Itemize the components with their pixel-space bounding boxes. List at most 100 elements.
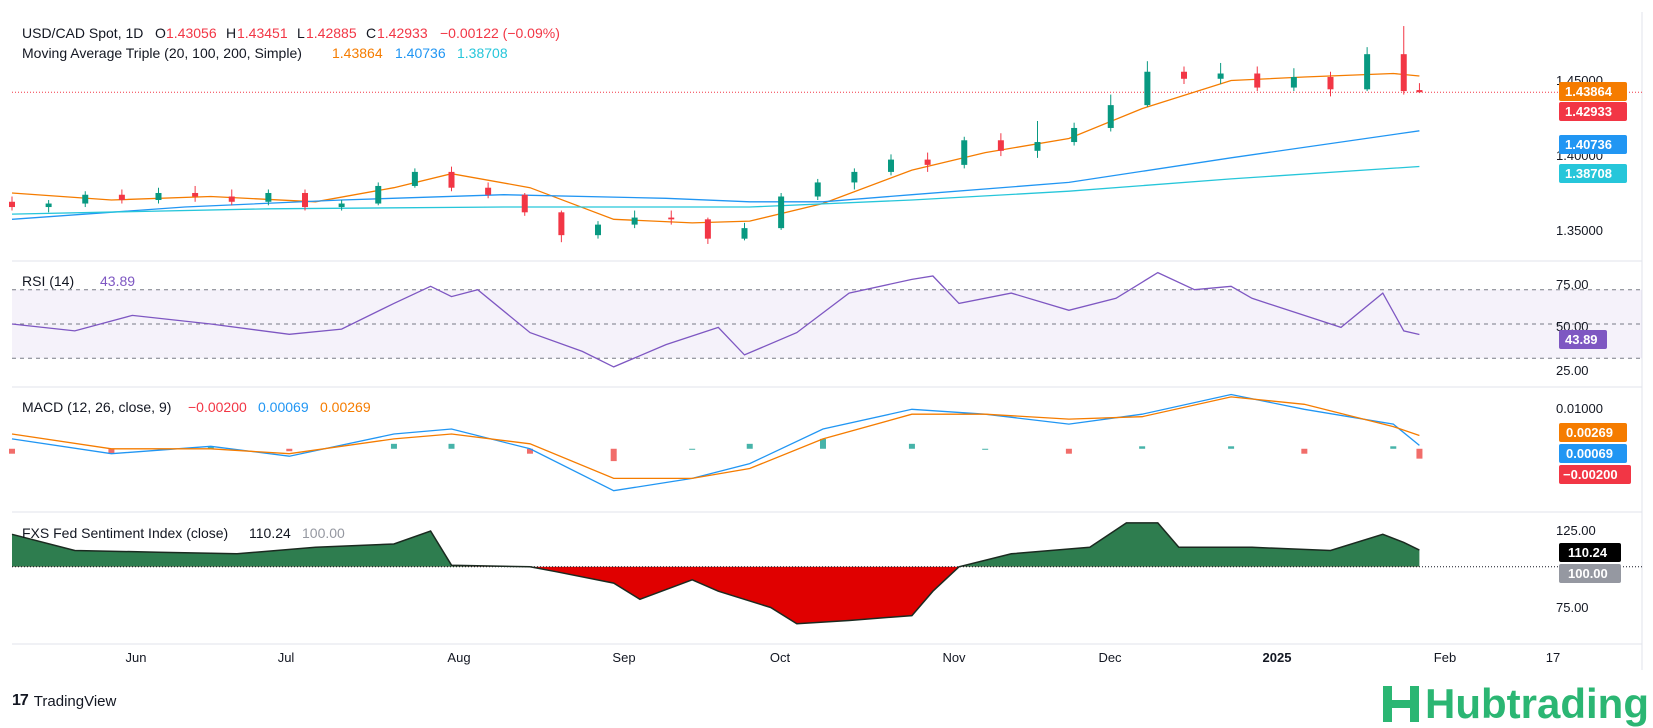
candle-body xyxy=(888,159,894,172)
badge-fed-value-label: 110.24 xyxy=(1568,545,1608,560)
macd-hist-value: −0.00200 xyxy=(188,399,247,415)
macd-tick: 0.01000 xyxy=(1556,401,1603,416)
fed-tick: 75.00 xyxy=(1556,600,1589,615)
macd-title[interactable]: MACD (12, 26, close, 9) xyxy=(22,399,171,415)
candle-body xyxy=(961,140,968,165)
candle-body xyxy=(741,228,748,239)
fed-line xyxy=(11,522,1420,625)
chart-svg: USD/CAD Spot, 1D O 1.43056 H 1.43451 L 1… xyxy=(9,12,1643,670)
macd-hist-bar xyxy=(9,448,15,454)
rsi-title[interactable]: RSI (14) xyxy=(22,273,74,289)
time-label-jun: Jun xyxy=(126,650,147,665)
hubtrading-logo[interactable]: Hubtrading xyxy=(1383,680,1649,728)
badge-rsi-label: 43.89 xyxy=(1565,332,1598,347)
macd-hist-bar xyxy=(908,443,915,449)
macd-hist-bar xyxy=(1065,448,1072,454)
fed-title[interactable]: FXS Fed Sentiment Index (close) xyxy=(22,525,228,541)
candle-body xyxy=(1217,73,1224,79)
candle-body xyxy=(1144,71,1151,106)
badge-ma100-bg xyxy=(1559,135,1627,154)
candle-body xyxy=(155,192,162,201)
candle-body xyxy=(704,219,711,239)
candle-body xyxy=(1364,54,1371,90)
candle-body xyxy=(265,192,272,202)
badge-macd-signal: 0.00269 xyxy=(1559,423,1627,442)
ohlc-high-value: 1.43451 xyxy=(237,25,288,41)
rsi-band xyxy=(12,289,1642,359)
ohlc-high-key: H xyxy=(226,25,236,41)
candle-body xyxy=(1071,127,1078,143)
time-label-aug: Aug xyxy=(447,650,470,665)
time-label-dec: Dec xyxy=(1098,650,1122,665)
tradingview-logo[interactable]: 17 TradingView xyxy=(12,692,116,710)
macd-hist-bar xyxy=(286,448,293,452)
candle-body xyxy=(1290,77,1297,88)
ohlc-change: −0.00122 (−0.09%) xyxy=(440,25,560,41)
rsi-tick: 25.00 xyxy=(1556,363,1589,378)
badge-macd-hist: −0.00200 xyxy=(1559,465,1631,484)
rsi-tick: 75.00 xyxy=(1556,277,1589,292)
fed-area-positive xyxy=(12,522,1420,567)
badge-macd-signal-label: 0.00269 xyxy=(1566,425,1613,440)
candle-body xyxy=(1416,90,1423,93)
candle-body xyxy=(82,194,89,204)
fed-pane[interactable] xyxy=(11,522,1642,625)
hubtrading-logo-icon xyxy=(1383,686,1420,722)
time-label-oct: Oct xyxy=(770,650,791,665)
badge-macd-hist-bg xyxy=(1559,465,1631,484)
candle-body xyxy=(814,182,821,197)
macd-hist-bar xyxy=(746,443,753,449)
badge-fed-value: 110.24 xyxy=(1559,543,1621,562)
ma100-value: 1.40736 xyxy=(395,45,446,61)
candle-body xyxy=(411,171,418,186)
badge-close: 1.42933 xyxy=(1559,102,1627,121)
badge-macd-signal-bg xyxy=(1559,423,1627,442)
candle-body xyxy=(192,192,199,197)
macd-hist-bar xyxy=(390,443,397,449)
time-label-17: 17 xyxy=(1546,650,1560,665)
rsi-pane[interactable] xyxy=(11,271,1642,368)
macd-hist-bar xyxy=(1228,446,1235,449)
candle-body xyxy=(338,203,345,208)
badge-fed-base: 100.00 xyxy=(1559,564,1621,583)
macd-hist-bar xyxy=(1416,448,1423,459)
candle-body xyxy=(1254,73,1261,88)
macd-hist-bar xyxy=(526,448,533,454)
macd-hist-bar xyxy=(689,448,696,450)
badge-macd-line: 0.00069 xyxy=(1559,444,1627,463)
candle-body xyxy=(595,224,601,236)
candle-body xyxy=(1400,54,1407,92)
badge-ma100-label: 1.40736 xyxy=(1565,137,1612,152)
price-tick: 1.35000 xyxy=(1556,223,1603,238)
badge-close-label: 1.42933 xyxy=(1565,104,1612,119)
badge-ma20-bg xyxy=(1559,82,1627,101)
hubtrading-wordmark: Hubtrading xyxy=(1425,680,1649,727)
badge-rsi: 43.89 xyxy=(1559,330,1607,349)
price-pane[interactable] xyxy=(9,26,1642,244)
ma-title[interactable]: Moving Average Triple (20, 100, 200, Sim… xyxy=(22,45,302,61)
candle-body xyxy=(1181,71,1187,79)
time-label-nov: Nov xyxy=(942,650,966,665)
macd-hist-bar xyxy=(108,448,115,454)
badge-fed-value-bg xyxy=(1559,543,1621,562)
badge-macd-line-label: 0.00069 xyxy=(1566,446,1613,461)
ohlc-close-key: C xyxy=(366,25,376,41)
rsi-line xyxy=(11,271,1420,368)
candle-body xyxy=(485,187,492,195)
macd-hist-bar xyxy=(1301,448,1308,454)
symbol-title[interactable]: USD/CAD Spot, 1D xyxy=(22,25,143,41)
macd-hist-bar xyxy=(448,443,455,449)
badge-ma200-label: 1.38708 xyxy=(1565,166,1612,181)
macd-hist-bar xyxy=(982,448,989,450)
macd-signal-value: 0.00269 xyxy=(320,399,371,415)
candle-body xyxy=(448,171,455,188)
macd-hist-bar xyxy=(819,438,826,449)
badge-fed-base-bg xyxy=(1559,564,1621,583)
ohlc-readout: O 1.43056 H 1.43451 L 1.42885 C 1.42933 … xyxy=(155,25,560,41)
candle-body xyxy=(302,192,308,208)
macd-pane[interactable] xyxy=(9,393,1423,492)
badge-macd-hist-label: −0.00200 xyxy=(1563,467,1618,482)
macd-hist-bar xyxy=(1390,446,1397,449)
candle-body xyxy=(924,159,931,165)
